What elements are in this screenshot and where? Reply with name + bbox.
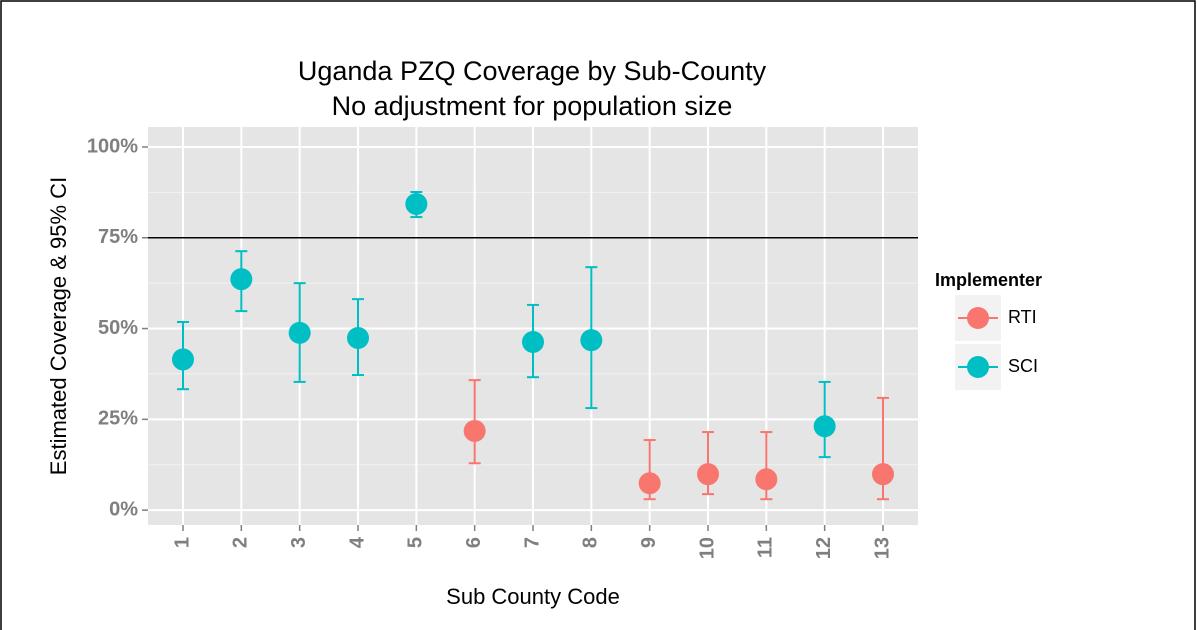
y-tick-label: 25% [98,408,138,430]
y-axis-label: Estimated Coverage & 95% CI [46,177,71,475]
x-tick-label: 7 [521,537,543,548]
point [463,419,486,442]
point [872,463,894,486]
y-tick-label: 75% [98,226,138,248]
point [288,321,311,344]
legend-key [967,307,989,329]
x-tick-label: 4 [346,536,368,548]
legend-label: RTI [1008,307,1037,327]
x-tick-label: 3 [288,537,310,548]
point [813,415,836,438]
x-tick-label: 13 [871,537,893,559]
chart-title: Uganda PZQ Coverage by Sub-County [298,56,767,86]
point [755,468,778,491]
point [638,472,661,495]
point [697,463,719,486]
point [522,330,544,353]
x-axis-label: Sub County Code [446,584,620,609]
legend-key [967,356,989,378]
point [347,326,369,349]
x-tick-label: 1 [171,537,193,548]
x-tick-label: 12 [813,537,835,559]
point [580,329,603,352]
legend-label: SCI [1008,356,1038,376]
legend-title: Implementer [935,270,1042,290]
x-tick-label: 9 [638,537,660,548]
x-tick-label: 2 [230,537,252,548]
x-tick-label: 10 [696,537,718,559]
point [405,192,428,215]
point [230,268,253,291]
point [172,348,194,371]
x-tick-label: 5 [405,537,427,548]
y-tick-label: 0% [109,498,138,520]
chart-subtitle: No adjustment for population size [332,91,733,121]
y-tick-label: 100% [87,135,138,157]
x-tick-label: 6 [463,537,485,548]
x-tick-label: 8 [580,537,602,548]
x-tick-label: 11 [755,537,777,558]
y-tick-label: 50% [98,317,138,339]
